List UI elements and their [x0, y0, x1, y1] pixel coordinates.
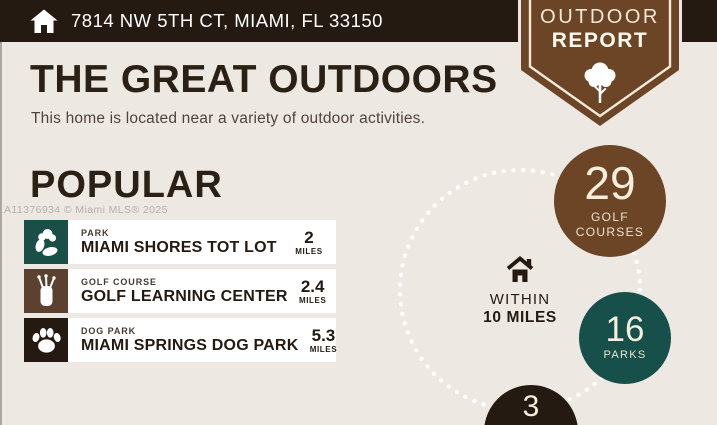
- home-icon: [30, 9, 58, 33]
- poi-category: GOLF COURSE: [81, 276, 157, 287]
- stat-circle-parks: 16 PARKS: [579, 292, 671, 384]
- page-subtitle: This home is located near a variety of o…: [31, 110, 426, 127]
- poi-card-golf-course: GOLF COURSE GOLF LEARNING CENTER 2.4 MIL…: [24, 269, 336, 313]
- stat-label: PARKS: [603, 349, 647, 362]
- popular-list: PARK MIAMI SHORES TOT LOT 2 MILES: [24, 220, 338, 367]
- poi-distance-unit: MILES: [309, 344, 338, 354]
- poi-card-park: PARK MIAMI SHORES TOT LOT 2 MILES: [24, 220, 336, 264]
- radius-info: WITHIN 10 MILES: [468, 256, 572, 327]
- poi-category: PARK: [81, 227, 110, 238]
- stat-value: 29: [584, 157, 636, 210]
- poi-distance-unit: MILES: [295, 246, 323, 256]
- poi-name: MIAMI SPRINGS DOG PARK: [81, 336, 299, 354]
- radius-line1: WITHIN: [489, 291, 551, 308]
- poi-icon-tile: [24, 269, 68, 313]
- poi-distance-unit: MILES: [298, 295, 327, 305]
- left-border-line: [0, 40, 2, 425]
- poi-name: GOLF LEARNING CENTER: [81, 287, 288, 305]
- badge-line1: OUTDOOR: [540, 6, 660, 28]
- poi-card-dog-park: DOG PARK MIAMI SPRINGS DOG PARK 5.3 MILE…: [24, 318, 338, 362]
- radius-line2: 10 MILES: [483, 309, 557, 326]
- address-text: 7814 NW 5TH CT, MIAMI, FL 33150: [71, 10, 383, 31]
- outdoor-report-badge: OUTDOOR REPORT: [518, 0, 682, 134]
- stat-value: 3: [522, 390, 540, 423]
- poi-distance-value: 2.4: [300, 276, 325, 296]
- golf-bag-icon: [37, 274, 56, 306]
- poi-icon-tile: [24, 220, 68, 264]
- stat-label: DOG: [518, 424, 545, 425]
- paw-icon: [32, 328, 61, 353]
- tree-icon: [584, 62, 616, 103]
- home-icon: [506, 256, 534, 282]
- page-title: THE GREAT OUTDOORS: [30, 58, 498, 101]
- badge-line2: REPORT: [551, 29, 649, 52]
- stat-value: 16: [605, 310, 645, 349]
- poi-distance-value: 2: [304, 227, 314, 247]
- poi-name: MIAMI SHORES TOT LOT: [81, 238, 277, 256]
- park-icon: [35, 229, 58, 256]
- popular-heading: POPULAR: [30, 164, 223, 206]
- stat-label: GOLF COURSES: [575, 209, 645, 239]
- poi-icon-tile: [24, 318, 68, 362]
- mls-watermark: A11376934 © Miami MLS® 2025: [4, 204, 168, 216]
- stat-circle-golf-courses: 29 GOLF COURSES: [554, 145, 666, 257]
- poi-category: DOG PARK: [81, 325, 137, 336]
- poi-distance-value: 5.3: [311, 325, 336, 345]
